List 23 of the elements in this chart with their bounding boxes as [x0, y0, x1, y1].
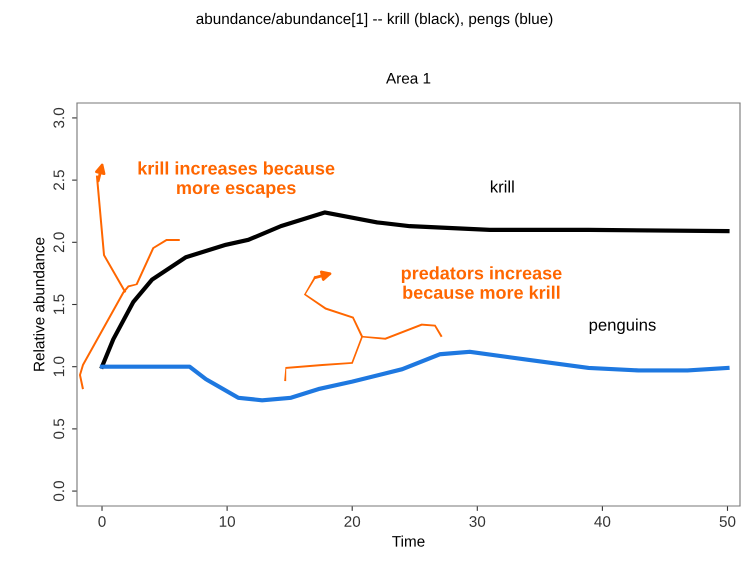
- chart-title: Area 1: [386, 73, 430, 84]
- line-series: [100, 350, 730, 402]
- y-tick-label: 0.5: [53, 418, 64, 439]
- y-tick-label: 3.0: [53, 108, 64, 128]
- y-tick-label: 2.0: [53, 232, 64, 252]
- y-axis-title: Relative abundance: [33, 238, 44, 371]
- line-series: [100, 210, 730, 369]
- x-tick-label: 0: [98, 516, 106, 527]
- y-tick-label: 2.5: [53, 170, 64, 190]
- x-tick-label: 30: [469, 516, 486, 527]
- x-tick-label: 50: [720, 516, 736, 527]
- x-tick-label: 20: [344, 516, 360, 527]
- y-tick-label: 1.5: [54, 294, 64, 314]
- text: krill: [490, 180, 514, 193]
- chart-subtitle: abundance/abundance[1] -- krill (black), pengs (blue): [196, 12, 552, 28]
- x-tick-label: 10: [220, 516, 236, 527]
- y-tick-label: 0.0: [53, 481, 64, 502]
- annotation: predators increase because more krill: [402, 266, 562, 299]
- annotation: krill increases because more escapes: [138, 161, 334, 198]
- x-axis-title: Time: [392, 536, 425, 547]
- x-tick-label: 40: [594, 516, 610, 527]
- y-tick-label: 1.0: [53, 356, 64, 376]
- text: penguins: [590, 318, 656, 334]
